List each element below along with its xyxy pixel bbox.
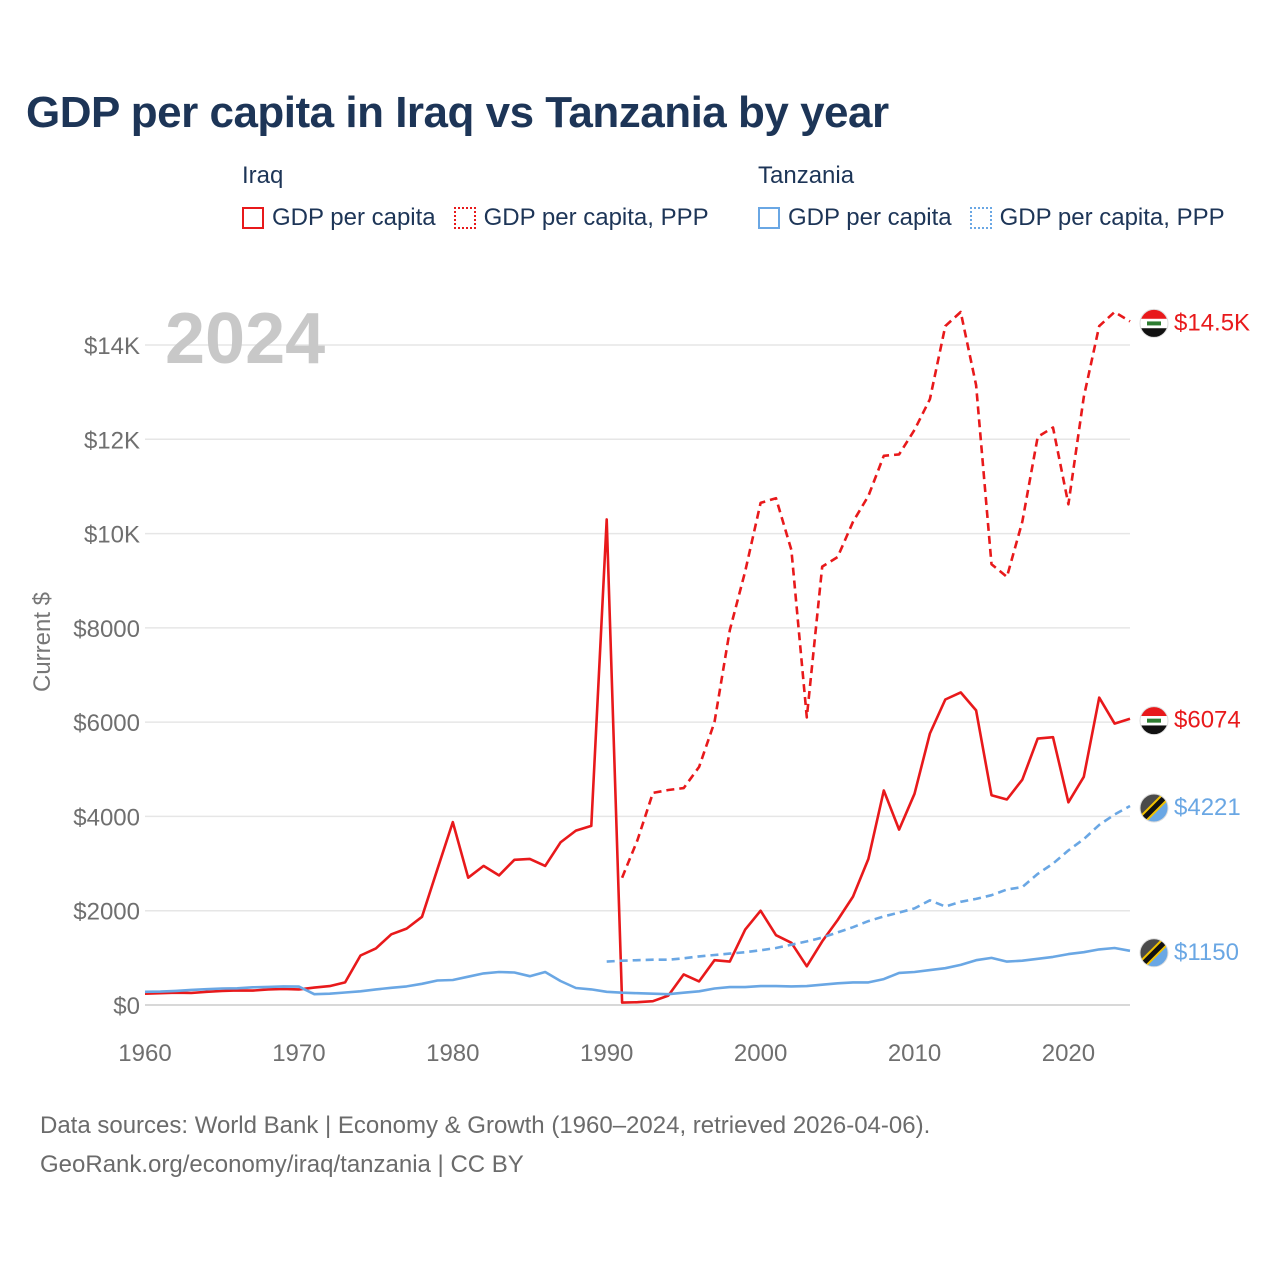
x-tick-label: 2010 <box>888 1040 941 1067</box>
series-line[interactable] <box>144 518 1131 1004</box>
legend-swatch-dotted-icon <box>969 207 992 229</box>
tanzania-flag-icon <box>1139 938 1169 968</box>
source-line-2[interactable]: GeoRank.org/economy/iraq/tanzania | CC B… <box>40 1151 524 1178</box>
legend-label: GDP per capita, PPP <box>999 204 1225 231</box>
legend-swatch-solid-icon <box>242 207 264 229</box>
x-tick-label: 1990 <box>580 1040 633 1067</box>
y-tick-label: $4000 <box>73 804 140 831</box>
chart-title: GDP per capita in Iraq vs Tanzania by ye… <box>26 88 889 137</box>
series-line[interactable] <box>606 804 1131 963</box>
legend-country-iraq: Iraq <box>242 162 284 189</box>
legend-group-tanzania: Tanzania GDP per capita GDP per capita, … <box>758 162 1225 232</box>
y-tick-label: $8000 <box>73 616 140 643</box>
source-line-1: Data sources: World Bank | Economy & Gro… <box>40 1112 931 1139</box>
y-tick-label: $0 <box>113 993 140 1020</box>
legend-group-iraq: Iraq GDP per capita GDP per capita, PPP <box>242 162 709 232</box>
iraq-flag-icon <box>1139 308 1169 338</box>
year-watermark: 2024 <box>165 299 325 379</box>
legend-tanzania-gdp-ppp[interactable]: GDP per capita, PPP <box>969 204 1225 232</box>
y-tick-label: $12K <box>84 427 140 454</box>
series-end-label: $14.5K <box>1174 309 1250 336</box>
legend-swatch-solid-icon <box>758 207 780 229</box>
tanzania-flag-icon <box>1139 793 1169 823</box>
iraq-flag-icon <box>1139 706 1169 736</box>
x-tick-label: 2000 <box>734 1040 787 1067</box>
legend-iraq-gdp[interactable]: GDP per capita <box>242 204 436 232</box>
x-tick-label: 1970 <box>272 1040 325 1067</box>
x-tick-label: 1960 <box>118 1040 171 1067</box>
legend-swatch-dotted-icon <box>453 207 476 229</box>
legend-tanzania-gdp[interactable]: GDP per capita <box>758 204 952 232</box>
series-end-label: $4221 <box>1174 794 1241 821</box>
y-tick-label: $2000 <box>73 899 140 926</box>
y-axis-label: Current $ <box>29 592 56 692</box>
x-tick-label: 1980 <box>426 1040 479 1067</box>
series-line[interactable] <box>144 946 1131 996</box>
series-line[interactable] <box>620 310 1131 879</box>
source-note: Data sources: World Bank | Economy & Gro… <box>40 1106 930 1184</box>
legend-iraq-gdp-ppp[interactable]: GDP per capita, PPP <box>453 204 709 232</box>
y-tick-label: $6000 <box>73 710 140 737</box>
series-end-label: $6074 <box>1174 707 1241 734</box>
legend-label: GDP per capita <box>788 204 952 231</box>
x-tick-label: 2020 <box>1042 1040 1095 1067</box>
y-tick-label: $10K <box>84 522 140 549</box>
series-end-label: $1150 <box>1174 939 1239 966</box>
y-tick-label: $14K <box>84 333 140 360</box>
legend-country-tanzania: Tanzania <box>758 162 855 189</box>
legend-label: GDP per capita, PPP <box>483 204 709 231</box>
legend-label: GDP per capita <box>272 204 436 231</box>
